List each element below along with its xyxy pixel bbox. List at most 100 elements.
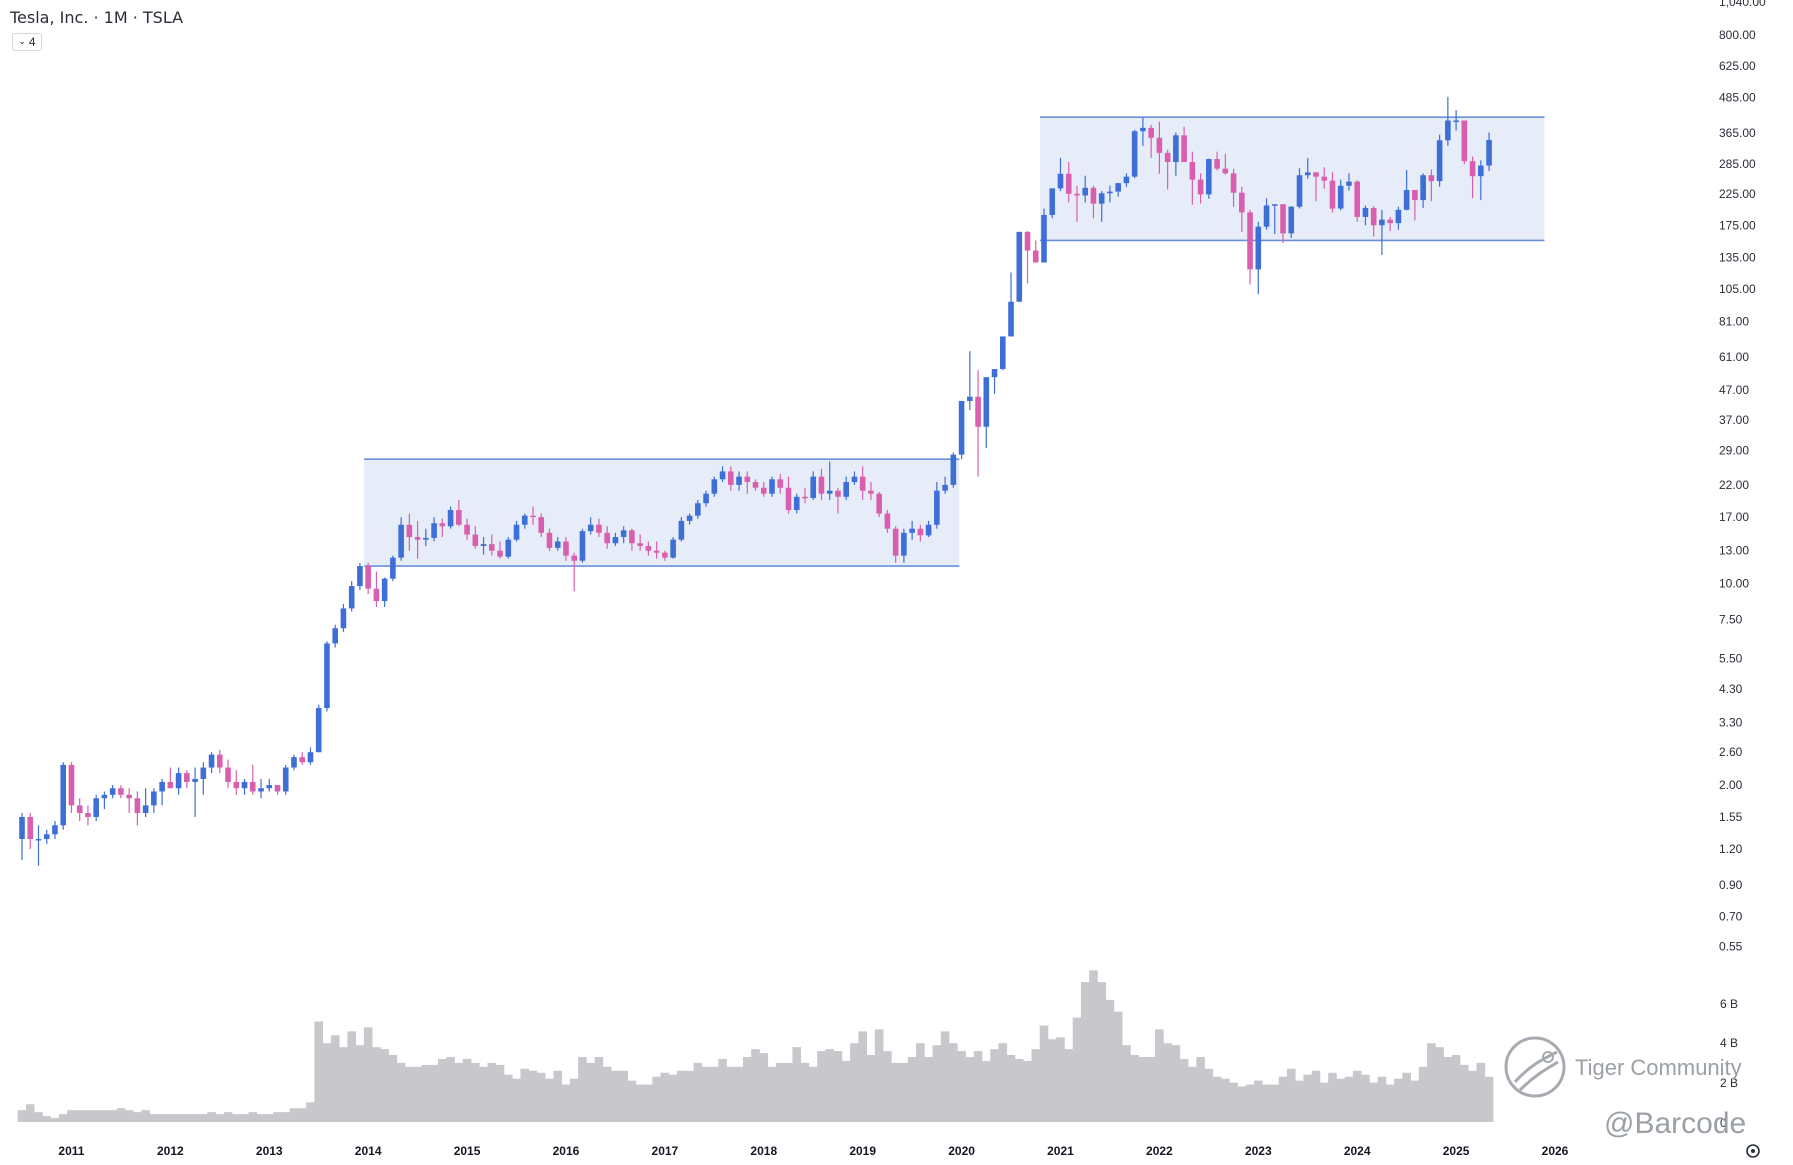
volume-bar — [578, 1056, 587, 1122]
volume-bar — [1130, 1055, 1139, 1122]
volume-bar — [710, 1066, 719, 1122]
volume-bar — [668, 1074, 678, 1122]
volume-bar — [1039, 1025, 1049, 1122]
volume-bar — [660, 1072, 670, 1122]
volume-bar — [545, 1078, 554, 1122]
volume-bar — [75, 1110, 84, 1122]
volume-bar — [1295, 1080, 1304, 1122]
volume-bar — [322, 1043, 332, 1122]
volume-bar — [438, 1058, 447, 1122]
candle-body — [159, 781, 165, 792]
candle-body — [464, 524, 470, 535]
volume-bar — [973, 1051, 983, 1122]
volume-bar — [1204, 1068, 1214, 1122]
volume-bar — [199, 1114, 208, 1122]
volume-bar — [1278, 1076, 1288, 1122]
settings-gear-icon[interactable] — [1746, 1144, 1760, 1158]
volume-bar — [297, 1108, 307, 1122]
price-tick-label: 365.00 — [1719, 126, 1756, 140]
candle-body — [950, 454, 957, 485]
volume-bar — [347, 1031, 356, 1122]
volume-bar — [1468, 1070, 1477, 1122]
volume-bar — [1311, 1070, 1321, 1122]
candle-body — [1098, 193, 1105, 204]
candle-body — [1346, 181, 1352, 186]
time-tick-label: 2019 — [849, 1144, 876, 1158]
candle-body — [1173, 135, 1179, 163]
candle-body — [282, 767, 289, 792]
time-tick-label: 2014 — [355, 1144, 382, 1158]
candle-body — [1140, 127, 1146, 132]
volume-bar — [1080, 982, 1090, 1122]
volume-bar — [1484, 1076, 1494, 1122]
candlesticks — [19, 96, 1492, 866]
candle-body — [274, 785, 281, 792]
indicator-toggle-button[interactable]: ⌄ 4 — [12, 33, 42, 51]
volume-bar — [759, 1053, 769, 1122]
candle-body — [587, 524, 594, 532]
candle-body — [876, 493, 882, 514]
volume-bar — [421, 1064, 431, 1122]
volume-bar — [405, 1066, 414, 1122]
candle-body — [414, 537, 421, 540]
time-tick-label: 2020 — [948, 1144, 975, 1158]
candle-body — [678, 520, 685, 540]
candle-body — [109, 788, 116, 795]
time-tick-label: 2013 — [256, 1144, 283, 1158]
candle-body — [909, 528, 915, 533]
candle-body — [340, 608, 347, 629]
volume-bar — [1427, 1043, 1436, 1122]
volume-bar — [594, 1056, 604, 1122]
volume-bar — [471, 1062, 480, 1122]
candle-body — [1148, 127, 1154, 138]
volume-bar — [314, 1021, 324, 1122]
volume-bar — [1410, 1080, 1420, 1122]
volume-bar — [91, 1110, 101, 1122]
candle-body — [315, 708, 322, 753]
volume-bar — [50, 1118, 60, 1122]
volume-bar — [1336, 1078, 1346, 1122]
candle-body — [225, 767, 231, 782]
volume-bar — [874, 1029, 884, 1122]
candle-body — [538, 517, 545, 533]
volume-bar — [1113, 1011, 1123, 1122]
volume-bar — [240, 1114, 249, 1122]
candle-body — [1181, 135, 1187, 163]
candle-body — [1206, 159, 1212, 195]
candle-body — [258, 788, 264, 792]
candle-body — [299, 757, 306, 763]
candle-body — [266, 785, 273, 789]
volume-bar — [1352, 1070, 1362, 1122]
candle-body — [934, 490, 940, 525]
candle-body — [571, 555, 578, 561]
time-axis[interactable]: 2011 2012 2013 2014 2015 2016 2017 2018 2019 2020… — [58, 1144, 1568, 1158]
volume-bar — [627, 1080, 637, 1122]
candle-body — [917, 528, 924, 536]
candle-body — [1239, 192, 1245, 213]
price-tick-label: 10.00 — [1719, 577, 1749, 591]
volume-bar — [1031, 1049, 1041, 1122]
volume-bar — [924, 1056, 933, 1122]
volume-bar — [784, 1062, 793, 1122]
price-axis[interactable]: 1,040.00 800.00 625.00 485.00 365.00 285.00 22… — [1719, 0, 1766, 954]
price-tick-label: 37.00 — [1719, 413, 1749, 427]
volume-bar — [586, 1062, 595, 1122]
candle-body — [826, 490, 833, 494]
volume-bar — [116, 1108, 126, 1122]
candle-body — [472, 534, 479, 547]
candle-body — [1189, 162, 1196, 180]
volume-bar — [512, 1078, 521, 1122]
candle-body — [85, 812, 91, 817]
volume-bar — [685, 1070, 694, 1122]
volume-bar — [808, 1066, 818, 1122]
volume-bar — [141, 1110, 150, 1122]
volume-bar — [462, 1058, 472, 1122]
candle-body — [1370, 207, 1377, 226]
volume-bar — [34, 1112, 43, 1122]
volume-bar — [957, 1051, 966, 1122]
price-tick-label: 47.00 — [1719, 383, 1749, 397]
candle-body — [686, 515, 693, 521]
volume-bar — [1212, 1076, 1222, 1122]
candle-body — [802, 496, 808, 499]
